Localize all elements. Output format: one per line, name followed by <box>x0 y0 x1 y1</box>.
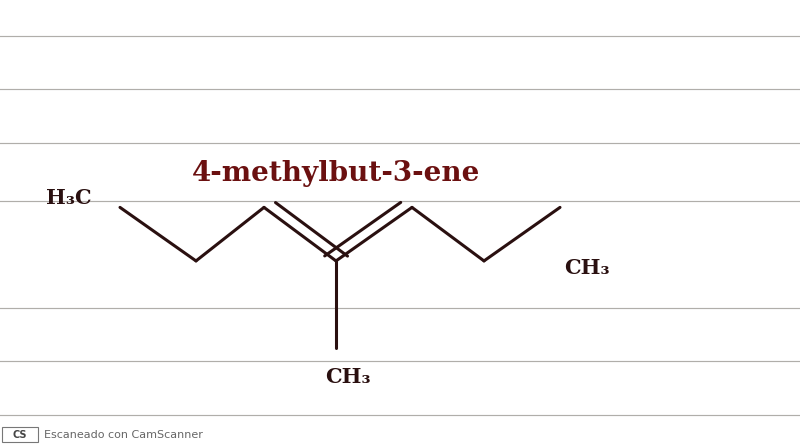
Text: H₃C: H₃C <box>46 189 92 208</box>
Text: CH₃: CH₃ <box>564 258 610 277</box>
Text: Escaneado con CamScanner: Escaneado con CamScanner <box>44 430 203 440</box>
Text: 4-methylbut-3-ene: 4-methylbut-3-ene <box>192 161 480 187</box>
Text: CH₃: CH₃ <box>325 367 371 387</box>
FancyBboxPatch shape <box>2 427 38 442</box>
Text: CS: CS <box>13 430 27 440</box>
